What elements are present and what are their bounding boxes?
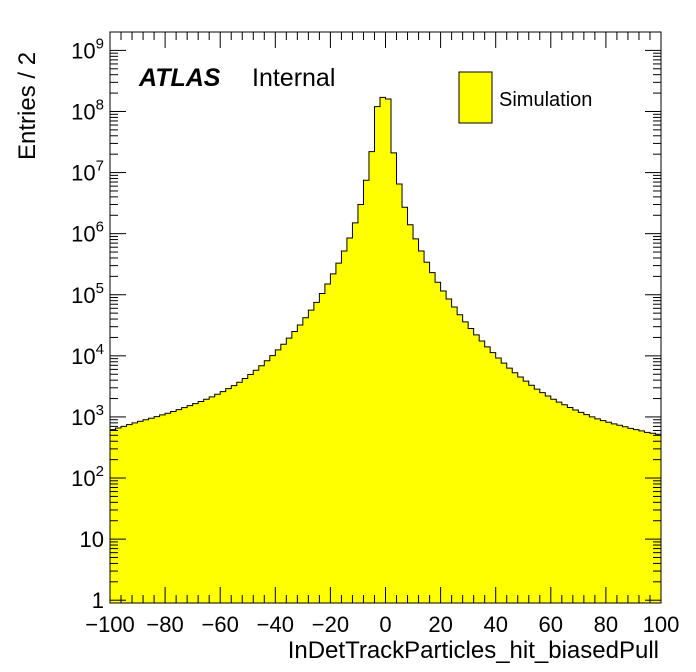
y-tick-label: 105 bbox=[71, 280, 104, 308]
histogram-outline bbox=[109, 96, 662, 603]
x-tick-label: 80 bbox=[594, 612, 618, 637]
x-tick-label: −80 bbox=[146, 612, 183, 637]
x-tick-label: 40 bbox=[483, 612, 507, 637]
y-axis-ticks bbox=[110, 31, 661, 601]
x-tick-label: 60 bbox=[539, 612, 563, 637]
x-tick-label: 0 bbox=[379, 612, 391, 637]
internal-label: Internal bbox=[252, 64, 335, 92]
x-axis-tick-labels: −100 −80 −60 −40 −20 0 20 40 60 80 100 bbox=[85, 612, 679, 637]
x-tick-label: −100 bbox=[85, 612, 135, 637]
y-tick-label: 10 bbox=[80, 527, 104, 552]
x-tick-label: 100 bbox=[643, 612, 680, 637]
y-tick-label: 104 bbox=[71, 341, 104, 369]
legend-swatch-simulation bbox=[458, 71, 493, 124]
x-tick-label: −40 bbox=[257, 612, 294, 637]
y-tick-label: 109 bbox=[71, 35, 104, 63]
x-tick-label: −20 bbox=[312, 612, 349, 637]
y-axis-label: Entries / 2 bbox=[14, 52, 41, 160]
x-tick-label: −60 bbox=[202, 612, 239, 637]
y-tick-label: 107 bbox=[71, 158, 104, 186]
y-tick-label: 102 bbox=[71, 463, 104, 491]
histogram-fill bbox=[110, 97, 661, 604]
x-axis-ticks bbox=[109, 32, 662, 603]
y-tick-label: 1 bbox=[92, 588, 104, 613]
y-axis-tick-labels: 1 10 102 103 104 105 106 107 108 109 bbox=[71, 35, 104, 613]
y-tick-label: 103 bbox=[71, 402, 104, 430]
y-tick-label: 108 bbox=[71, 96, 104, 124]
x-axis-label: InDetTrackParticles_hit_biasedPull bbox=[288, 637, 659, 664]
legend-label-simulation: Simulation bbox=[499, 89, 592, 111]
x-tick-label: 20 bbox=[428, 612, 452, 637]
y-tick-label: 106 bbox=[71, 219, 104, 247]
atlas-label: ATLAS bbox=[138, 64, 221, 92]
